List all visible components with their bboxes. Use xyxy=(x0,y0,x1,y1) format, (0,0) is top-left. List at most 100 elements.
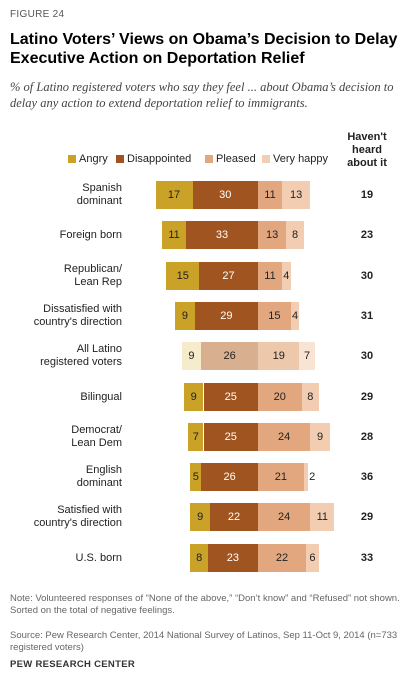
bar-pleased: 15 xyxy=(258,302,291,330)
row-label-line: country's direction xyxy=(33,517,122,529)
bar-value-label: 6 xyxy=(309,552,316,564)
bar-value-label: 33 xyxy=(215,229,229,241)
bar-disappointed: 26 xyxy=(201,463,258,491)
bar-value-label: 7 xyxy=(192,431,199,443)
row-label: Foreign born xyxy=(0,229,122,242)
row-label-line: Bilingual xyxy=(80,390,122,403)
row-label: U.S. born xyxy=(0,552,122,565)
havent-heard-value: 36 xyxy=(360,471,374,483)
bar-value-label: 26 xyxy=(223,471,236,483)
bar-very-happy: 13 xyxy=(281,181,311,209)
row-label-line: Dissatisfied with xyxy=(43,303,122,315)
bar-disappointed: 26 xyxy=(201,342,258,370)
bar-angry: 15 xyxy=(166,262,200,290)
bar-pleased: 24 xyxy=(258,423,311,451)
bar-pleased: 13 xyxy=(258,221,287,249)
legend-swatch xyxy=(262,155,270,163)
legend-label: Very happy xyxy=(273,153,329,165)
bar-value-label: 27 xyxy=(222,270,235,282)
row-label-line: Spanish xyxy=(82,182,122,194)
bar-value-label: 13 xyxy=(290,189,303,201)
legend-label: Pleased xyxy=(216,153,256,165)
row-label: Democrat/Lean Dem xyxy=(0,424,122,450)
bar-angry: 9 xyxy=(181,342,202,370)
bar-very-happy: 2 xyxy=(303,463,315,491)
bar-value-label: 8 xyxy=(307,391,314,403)
row-label: All Latino registered voters xyxy=(0,343,122,369)
bar-value-label: 15 xyxy=(268,310,281,322)
havent-heard-value: 30 xyxy=(360,270,374,282)
chart-subtitle: % of Latino registered voters who say th… xyxy=(10,80,394,110)
bar-angry: 5 xyxy=(190,463,202,491)
bar-value-label: 13 xyxy=(266,229,279,241)
bar-value-label: 8 xyxy=(196,552,203,564)
havent-heard-value: 19 xyxy=(360,189,374,201)
row-label-line: English xyxy=(85,464,122,476)
organization-credit: PEW RESEARCH CENTER xyxy=(10,659,135,670)
chart-title: Latino Voters’ Views on Obama’s Decision… xyxy=(10,30,405,68)
column-header-line-3: about it xyxy=(347,157,387,169)
bar-pleased: 21 xyxy=(258,463,304,491)
bar-disappointed: 30 xyxy=(192,181,258,209)
row-label-line: dominant xyxy=(76,195,122,207)
legend-swatch xyxy=(68,155,76,163)
row-label-line: Lean Rep xyxy=(74,276,122,288)
bar-disappointed: 25 xyxy=(203,383,258,411)
bar-disappointed: 27 xyxy=(199,262,258,290)
legend-swatch xyxy=(205,155,213,163)
bar-value-label: 26 xyxy=(223,350,236,362)
havent-heard-value: 29 xyxy=(360,511,374,523)
bar-value-label: 4 xyxy=(283,270,290,282)
bar-value-label: 11 xyxy=(168,229,180,241)
bar-angry: 11 xyxy=(162,221,187,249)
bar-value-label: 30 xyxy=(219,189,232,201)
legend-item-very-happy: Very happy xyxy=(262,153,328,165)
bar-value-label: 9 xyxy=(190,391,197,403)
bar-disappointed: 29 xyxy=(194,302,258,330)
row-label: Dissatisfied with country's direction xyxy=(0,303,122,329)
bar-pleased: 24 xyxy=(258,503,311,531)
row-label: Bilingual xyxy=(0,391,122,404)
legend-label: Disappointed xyxy=(127,153,192,165)
bar-value-label: 7 xyxy=(303,350,311,362)
bar-very-happy: 4 xyxy=(290,302,300,330)
figure-label: FIGURE 24 xyxy=(10,9,65,20)
bar-value-label: 29 xyxy=(220,310,233,322)
havent-heard-value: 23 xyxy=(360,229,374,241)
row-label-line: Foreign born xyxy=(59,228,122,241)
bar-value-label: 11 xyxy=(264,189,276,201)
legend-label: Angry xyxy=(79,153,108,165)
bar-value-label: 24 xyxy=(278,511,291,523)
havent-heard-value: 28 xyxy=(360,431,374,443)
bar-value-label: 25 xyxy=(224,431,237,443)
bar-value-label: 22 xyxy=(275,552,289,564)
bar-value-label: 9 xyxy=(197,511,204,523)
legend-item-disappointed: Disappointed xyxy=(116,153,191,165)
row-label: Satisfied with country's direction xyxy=(0,504,122,530)
bar-very-happy: 6 xyxy=(305,544,320,572)
row-label: Spanish dominant xyxy=(0,182,122,208)
havent-heard-value: 30 xyxy=(360,350,374,362)
row-label-line: Satisfied with xyxy=(57,504,122,516)
row-label-line: U.S. born xyxy=(75,551,122,564)
row-label-line: All Latino xyxy=(76,343,122,355)
bar-angry: 8 xyxy=(190,544,208,572)
row-label-line: country's direction xyxy=(33,316,122,328)
row-label: Republican/Lean Rep xyxy=(0,263,122,289)
chart-title-line-2: Executive Action on Deportation Relief xyxy=(10,50,305,67)
bar-value-label: 8 xyxy=(291,229,299,241)
bar-value-label: 11 xyxy=(316,511,328,523)
row-label-line: registered voters xyxy=(40,356,122,368)
bar-angry: 9 xyxy=(183,383,204,411)
chart-title-line-1: Latino Voters’ Views on Obama’s Decision… xyxy=(10,31,398,48)
row-label-line: Republican/ xyxy=(63,263,122,275)
havent-heard-value: 33 xyxy=(360,552,374,564)
bar-pleased: 11 xyxy=(258,262,282,290)
bar-angry: 9 xyxy=(190,503,211,531)
chart-source: Source: Pew Research Center, 2014 Nation… xyxy=(10,630,398,653)
legend-item-pleased: Pleased xyxy=(205,153,256,165)
column-header-line-1: Haven't xyxy=(347,131,387,143)
bar-value-label: 21 xyxy=(274,471,287,483)
bar-angry: 7 xyxy=(188,423,204,451)
bar-angry: 9 xyxy=(175,302,195,330)
